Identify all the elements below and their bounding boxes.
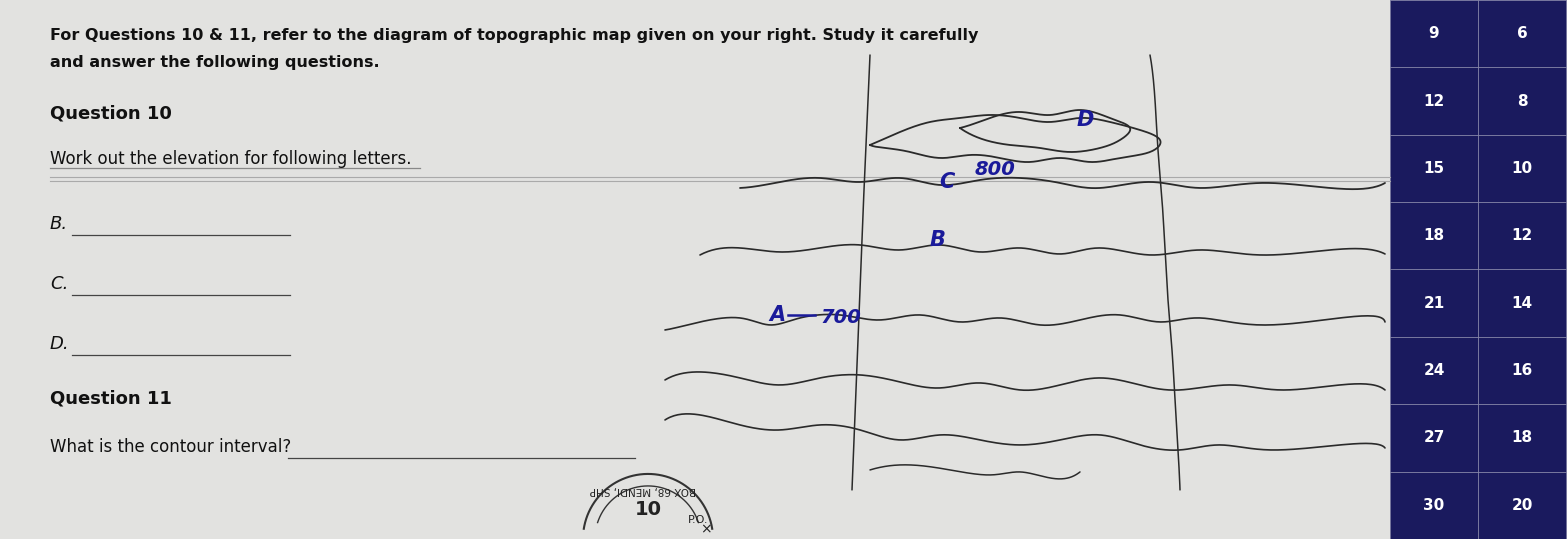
Bar xyxy=(0,0,1395,539)
Text: 15: 15 xyxy=(1423,161,1445,176)
Text: 12: 12 xyxy=(1423,94,1445,108)
Text: C.: C. xyxy=(50,275,69,293)
Text: 30: 30 xyxy=(1423,497,1445,513)
Text: and answer the following questions.: and answer the following questions. xyxy=(50,55,379,70)
Text: ×: × xyxy=(700,523,711,537)
Text: 20: 20 xyxy=(1511,497,1533,513)
Text: B.: B. xyxy=(50,215,67,233)
Text: 14: 14 xyxy=(1512,296,1533,310)
Text: Question 11: Question 11 xyxy=(50,390,172,408)
Text: B: B xyxy=(931,230,946,250)
Text: C: C xyxy=(940,172,954,192)
Text: 27: 27 xyxy=(1423,430,1445,445)
Text: 9: 9 xyxy=(1429,26,1440,41)
Text: 18: 18 xyxy=(1423,229,1445,243)
Text: D.: D. xyxy=(50,335,69,353)
Text: 12: 12 xyxy=(1512,229,1533,243)
Text: 21: 21 xyxy=(1423,296,1445,310)
Text: 700: 700 xyxy=(820,308,860,328)
Text: A: A xyxy=(769,305,785,325)
Text: 16: 16 xyxy=(1512,363,1533,378)
Text: 8: 8 xyxy=(1517,94,1528,108)
Text: 24: 24 xyxy=(1423,363,1445,378)
Text: Work out the elevation for following letters.: Work out the elevation for following let… xyxy=(50,150,412,168)
Text: 10: 10 xyxy=(635,500,661,520)
Text: BOX 68, MENDI, SHP: BOX 68, MENDI, SHP xyxy=(589,485,696,495)
Text: P.O.: P.O. xyxy=(688,515,708,525)
Text: D: D xyxy=(1077,110,1094,130)
Text: 18: 18 xyxy=(1512,430,1533,445)
Text: 6: 6 xyxy=(1517,26,1528,41)
Text: For Questions 10 & 11, refer to the diagram of topographic map given on your rig: For Questions 10 & 11, refer to the diag… xyxy=(50,28,978,43)
Text: Question 10: Question 10 xyxy=(50,105,172,123)
Bar xyxy=(1390,0,1567,539)
Text: 10: 10 xyxy=(1512,161,1533,176)
Text: What is the contour interval?: What is the contour interval? xyxy=(50,438,291,456)
Text: 800: 800 xyxy=(975,161,1015,179)
